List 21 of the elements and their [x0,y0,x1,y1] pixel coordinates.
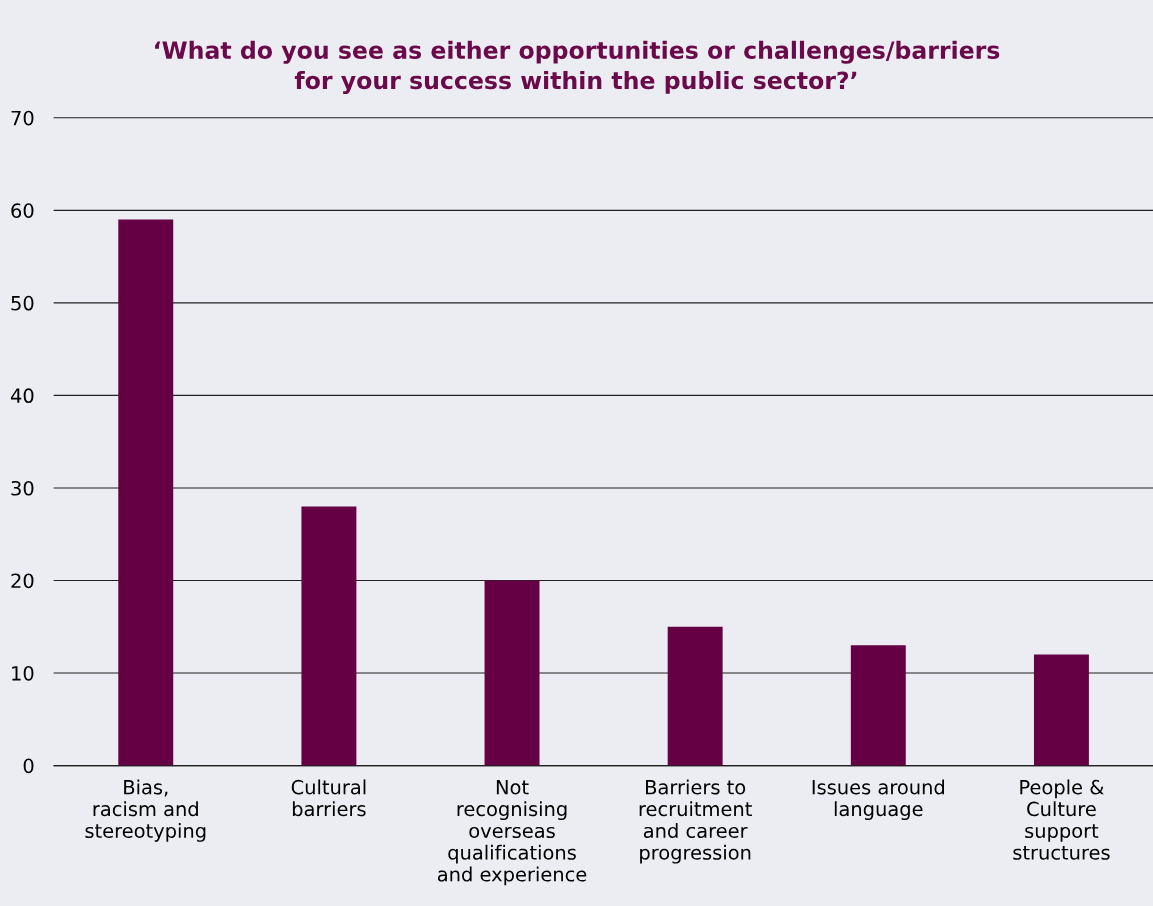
x-tick-label: Barriers to recruitment and career progression [639,779,752,864]
y-tick-label: 10 [12,665,34,681]
y-tick-label: 50 [11,295,34,311]
bar [301,506,357,766]
x-tick-label: Cultural barriers [291,779,366,817]
y-tick-label: 30 [11,480,34,496]
y-tick-label: 0 [23,758,34,774]
y-tick-label: 40 [10,388,34,404]
x-tick-label: Issues around language [812,779,945,821]
y-tick-label: 70 [11,110,34,126]
y-tick-label: 20 [11,573,34,589]
y-tick-label: 60 [11,203,34,218]
bar [667,626,723,766]
bar [850,645,906,766]
bar [1033,654,1089,766]
x-tick-label: Bias, racism and stereotyping [85,779,206,842]
x-tick-label: Not recognising overseas qualifications and experience [437,780,587,886]
chart-title: ‘What do you see as either opportunities or challenges/barriers for your success within the public sector?’ [155,40,1000,95]
bar [484,580,540,766]
x-tick-label: People & Culture support structures [1013,779,1110,860]
bar [118,219,174,766]
